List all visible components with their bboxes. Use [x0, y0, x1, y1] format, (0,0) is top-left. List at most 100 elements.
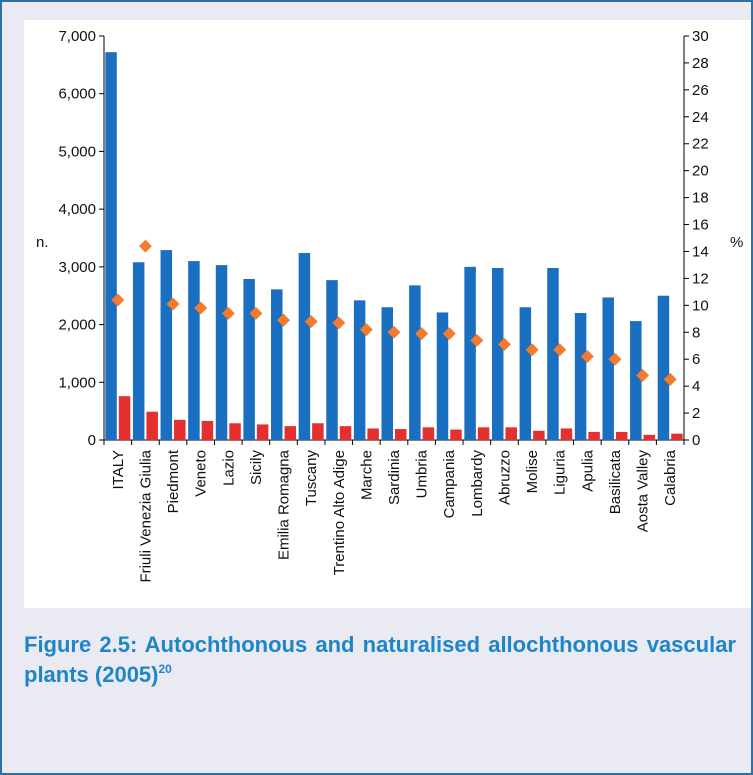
left-tick-label: 2,000 [58, 317, 96, 334]
percent-marker [580, 350, 594, 364]
percent-marker [249, 306, 263, 320]
percent-marker [277, 313, 291, 327]
bar-native-species [160, 250, 173, 440]
percent-marker [304, 314, 318, 328]
bar-alien-species [615, 431, 628, 440]
bar-alien-species [477, 427, 490, 440]
category-label: Trentino Alto Adige [331, 450, 348, 575]
right-tick-label: 30 [692, 28, 709, 45]
bar-native-species [574, 313, 587, 440]
right-tick-label: 12 [692, 270, 709, 287]
category-label: ITALY [110, 450, 127, 489]
percent-marker [194, 301, 208, 315]
category-label: Calabria [662, 449, 679, 506]
bar-native-species [271, 289, 283, 440]
percent-marker [221, 306, 235, 320]
category-label: Sardinia [386, 449, 403, 505]
category-label: Sicily [248, 450, 265, 486]
percent-marker [663, 372, 677, 386]
bar-native-species [215, 265, 228, 440]
right-tick-label: 18 [692, 190, 709, 207]
percent-marker [525, 343, 539, 357]
bar-alien-species [201, 420, 214, 440]
left-tick-label: 3,000 [58, 259, 96, 276]
bar-alien-species [146, 411, 158, 440]
category-label: Aosta Valley [635, 450, 652, 533]
bar-alien-species [422, 427, 435, 440]
bar-alien-species [671, 433, 683, 440]
bar-native-species [602, 297, 614, 440]
category-label: Veneto [193, 450, 210, 497]
category-label: Lazio [220, 450, 237, 486]
figure-caption: Figure 2.5: Autochthonous and naturalise… [24, 630, 736, 690]
bar-alien-species [367, 428, 379, 440]
left-tick-label: 4,000 [58, 201, 96, 218]
category-label: Friuli Venezia Giulia [137, 449, 154, 582]
bar-alien-species [588, 431, 600, 440]
category-label: Marche [358, 450, 375, 500]
bar-native-species [132, 262, 145, 440]
chart-panel: 0 1,000 2,000 3,000 4,000 5,000 6,000 7,000 0 2 4 6… [24, 20, 751, 608]
percent-marker [166, 297, 180, 311]
bar-alien-species [229, 423, 241, 440]
percent-marker [553, 343, 567, 357]
caption-footnote: 20 [158, 662, 172, 676]
category-label: Tuscany [303, 450, 320, 507]
caption-text: Figure 2.5: Autochthonous and naturalise… [24, 632, 736, 687]
bar-native-species [243, 278, 255, 440]
percent-marker [497, 337, 511, 351]
right-tick-label: 16 [692, 217, 709, 234]
right-tick-label: 22 [692, 136, 709, 153]
left-tick-label: 1,000 [58, 374, 96, 391]
percent-marker [359, 323, 373, 337]
category-label: Lombardy [469, 450, 486, 517]
left-tick-label: 7,000 [58, 28, 96, 45]
right-tick-label: 6 [692, 351, 700, 368]
bar-native-species [298, 253, 311, 440]
right-tick-label: 0 [692, 432, 700, 449]
right-tick-label: 10 [692, 297, 709, 314]
bar-alien-species [339, 426, 352, 440]
percent-marker [470, 333, 484, 347]
bar-native-species [436, 312, 449, 440]
bar-alien-species [256, 424, 269, 440]
percent-marker [138, 239, 152, 253]
right-tick-label: 2 [692, 405, 700, 422]
percent-marker [415, 327, 429, 341]
bar-alien-species [118, 396, 131, 440]
bar-alien-species [284, 426, 297, 440]
bar-native-species [519, 307, 532, 440]
bar-native-species [657, 295, 670, 440]
chart: 01,0002,0003,0004,0005,0006,0007,0000246… [36, 28, 743, 583]
bar-alien-species [450, 429, 462, 440]
percent-marker [387, 325, 401, 339]
percent-marker [111, 293, 125, 307]
left-tick-label: 5,000 [58, 143, 96, 160]
right-axis-label: % [730, 234, 743, 251]
right-tick-label: 14 [692, 243, 709, 260]
bar-native-species [381, 307, 393, 440]
percent-marker [636, 368, 650, 382]
bar-alien-species [533, 430, 545, 440]
bar-native-species [491, 268, 504, 440]
bar-native-species [547, 268, 559, 440]
category-label: Basilicata [607, 449, 624, 514]
right-tick-label: 8 [692, 324, 700, 341]
right-tick-label: 26 [692, 82, 709, 99]
bar-native-species [630, 321, 642, 440]
percent-marker [332, 316, 346, 330]
right-tick-label: 20 [692, 163, 709, 180]
bar-native-species [188, 261, 200, 440]
category-label: Campania [441, 449, 458, 518]
left-axis-label: n. [36, 234, 49, 251]
bar-native-species [353, 300, 366, 440]
bar-native-species [105, 52, 117, 440]
bar-native-species [326, 280, 338, 440]
category-label: Emilia Romagna [276, 449, 293, 560]
right-tick-label: 28 [692, 55, 709, 72]
bar-alien-species [560, 428, 573, 440]
category-label: Umbria [414, 449, 431, 498]
bar-alien-species [505, 427, 517, 440]
right-tick-label: 4 [692, 378, 700, 395]
